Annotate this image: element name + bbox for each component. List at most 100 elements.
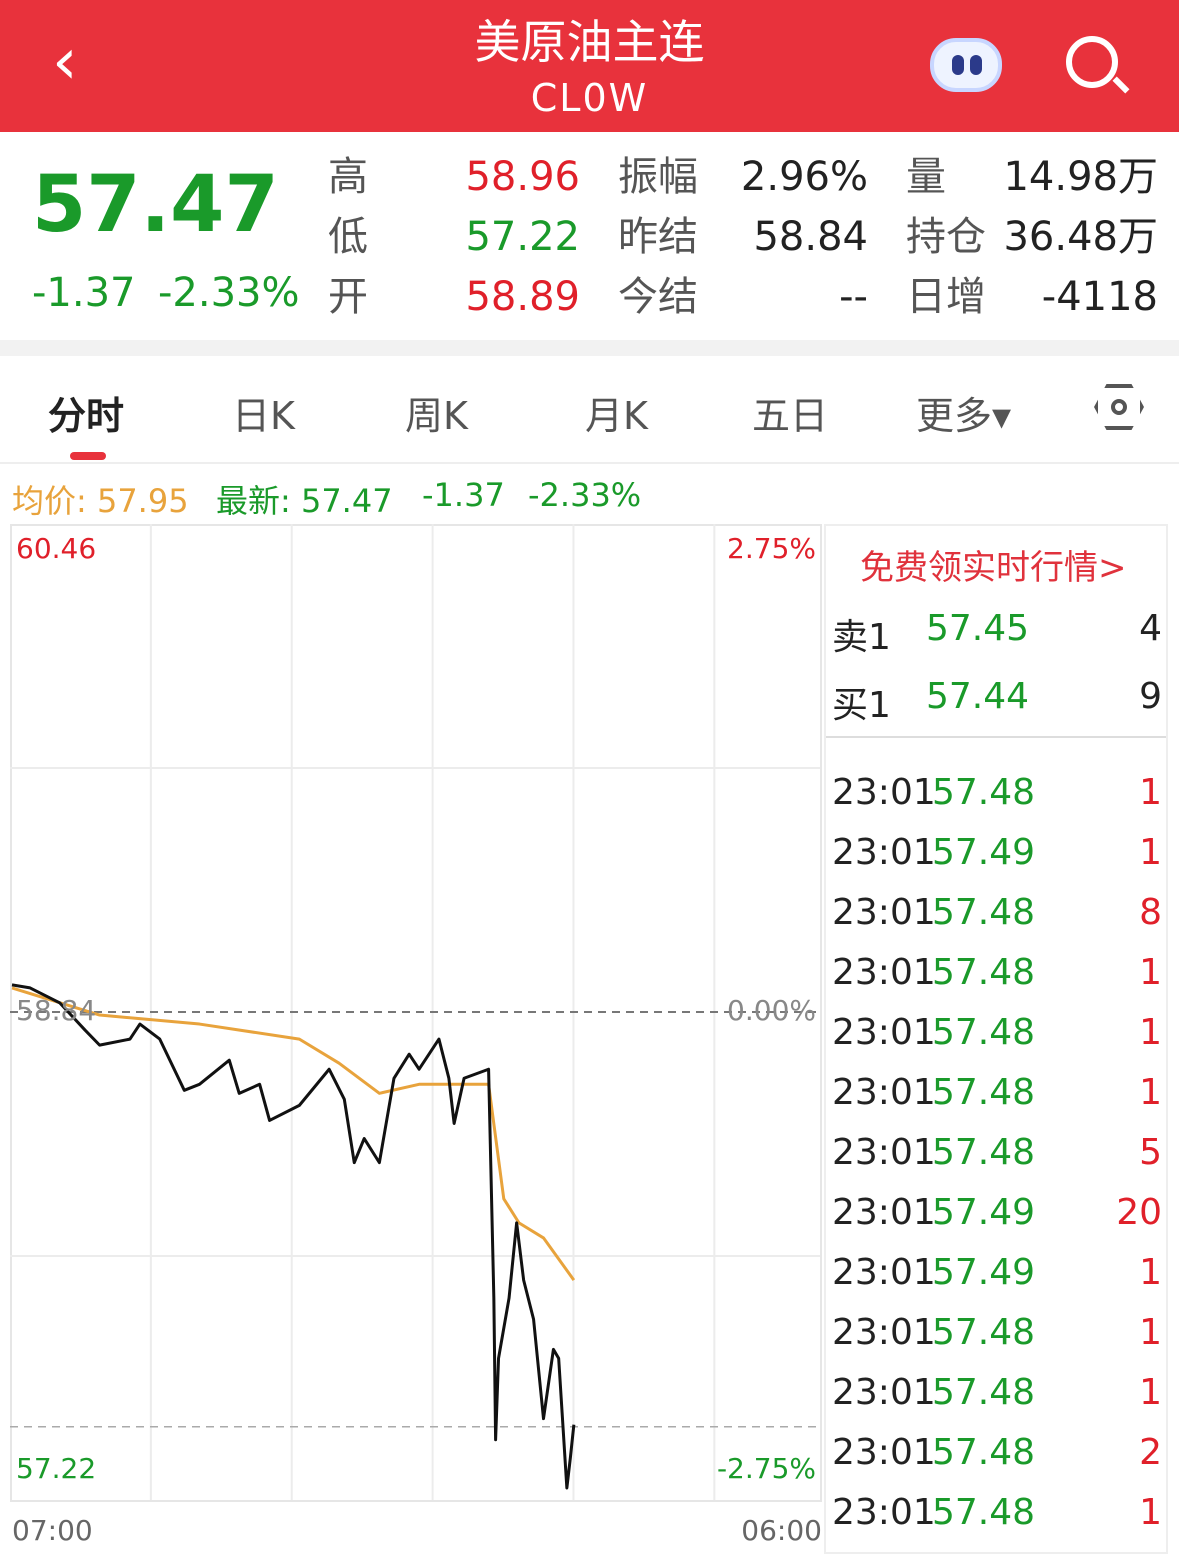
latest-price: 最新: 57.47 bbox=[216, 482, 393, 520]
tab-0[interactable]: 分时 bbox=[48, 394, 125, 438]
quote-field-value: 2.96% bbox=[740, 154, 868, 200]
avg-price-line bbox=[11, 986, 576, 1281]
tick-volume: 5 bbox=[1139, 1132, 1162, 1173]
header: ‹ 美原油主连 CL0W bbox=[0, 0, 1179, 132]
tick-row: 23:01 57.48 5 bbox=[832, 1132, 1162, 1192]
quote-field-label: 低 bbox=[328, 214, 368, 260]
quote-field-value: -- bbox=[839, 274, 868, 320]
price-change: -1.37 bbox=[32, 270, 136, 316]
tick-time: 23:01 bbox=[832, 1192, 936, 1233]
tick-volume: 8 bbox=[1139, 892, 1162, 933]
divider bbox=[826, 736, 1166, 738]
tick-price: 57.48 bbox=[932, 1132, 1036, 1173]
tick-time: 23:01 bbox=[832, 832, 936, 873]
tick-price: 57.48 bbox=[932, 1072, 1036, 1113]
tick-row: 23:01 57.49 1 bbox=[832, 1252, 1162, 1312]
quote-field-value: 14.98万 bbox=[1003, 154, 1158, 200]
quote-field-value: 36.48万 bbox=[1003, 214, 1158, 260]
realtime-promo-link[interactable]: 免费领实时行情> bbox=[860, 548, 1127, 588]
bid-label: 买1 bbox=[832, 685, 891, 726]
ask-price: 57.45 bbox=[926, 608, 1030, 649]
tick-row: 23:01 57.48 1 bbox=[832, 1012, 1162, 1072]
tick-row: 23:01 57.48 1 bbox=[832, 1492, 1162, 1552]
tick-row: 23:01 57.48 1 bbox=[832, 1372, 1162, 1432]
tick-price: 57.49 bbox=[932, 1192, 1036, 1233]
tab-3[interactable]: 月K bbox=[585, 394, 648, 438]
bid-row: 买1 57.44 9 bbox=[832, 676, 1162, 736]
tick-time: 23:01 bbox=[832, 1312, 936, 1353]
tick-row: 23:01 57.49 1 bbox=[832, 832, 1162, 892]
tick-price: 57.48 bbox=[932, 1432, 1036, 1473]
latest-change-pct: -2.33% bbox=[528, 476, 642, 514]
ask-row: 卖1 57.45 4 bbox=[832, 608, 1162, 668]
pct-label-bottom: -2.75% bbox=[717, 1452, 816, 1485]
quote-field-value: -4118 bbox=[1041, 274, 1158, 320]
price-change-pct: -2.33% bbox=[158, 270, 300, 316]
tab-5[interactable]: 更多▾ bbox=[916, 394, 1012, 438]
tick-row: 23:01 57.48 1 bbox=[832, 1072, 1162, 1132]
tick-time: 23:01 bbox=[832, 1072, 936, 1113]
robot-assistant-icon[interactable] bbox=[930, 38, 1002, 92]
tab-2[interactable]: 周K bbox=[405, 394, 468, 438]
order-book-panel: 免费领实时行情> 卖1 57.45 4 买1 57.44 9 23:01 57.48 1 23… bbox=[824, 524, 1168, 1554]
tick-time: 23:01 bbox=[832, 1132, 936, 1173]
tick-row: 23:01 57.48 1 bbox=[832, 952, 1162, 1012]
tab-1[interactable]: 日K bbox=[232, 394, 295, 438]
tick-time: 23:01 bbox=[832, 892, 936, 933]
quote-field-label: 振幅 bbox=[618, 154, 698, 200]
tick-volume: 1 bbox=[1139, 1372, 1162, 1413]
tick-price: 57.48 bbox=[932, 772, 1036, 813]
quote-field-label: 昨结 bbox=[618, 214, 698, 260]
tick-volume: 1 bbox=[1139, 952, 1162, 993]
tick-time: 23:01 bbox=[832, 952, 936, 993]
tick-time: 23:01 bbox=[832, 1372, 936, 1413]
quote-field-value: 58.89 bbox=[465, 274, 580, 320]
tick-time: 23:01 bbox=[832, 772, 936, 813]
tick-time: 23:01 bbox=[832, 1432, 936, 1473]
pct-label-mid: 0.00% bbox=[727, 994, 816, 1027]
divider bbox=[0, 462, 1179, 464]
tick-row: 23:01 57.49 20 bbox=[832, 1192, 1162, 1252]
ask-label: 卖1 bbox=[832, 617, 891, 658]
tick-volume: 2 bbox=[1139, 1432, 1162, 1473]
tick-row: 23:01 57.48 1 bbox=[832, 1312, 1162, 1372]
tick-price: 57.48 bbox=[932, 1012, 1036, 1053]
price-line bbox=[11, 983, 576, 1490]
quote-field-value: 58.84 bbox=[753, 214, 868, 260]
tick-time: 23:01 bbox=[832, 1252, 936, 1293]
x-label-end: 06:00 bbox=[741, 1514, 822, 1547]
quote-field-label: 日增 bbox=[906, 274, 986, 320]
pct-label-top: 2.75% bbox=[727, 532, 816, 565]
settings-icon[interactable] bbox=[1094, 384, 1144, 430]
tick-volume: 20 bbox=[1116, 1192, 1162, 1233]
y-label-mid: 58.84 bbox=[16, 994, 96, 1027]
tick-price: 57.48 bbox=[932, 952, 1036, 993]
tick-row: 23:01 57.48 2 bbox=[832, 1432, 1162, 1492]
bid-price: 57.44 bbox=[926, 676, 1030, 717]
tick-volume: 1 bbox=[1139, 832, 1162, 873]
active-tab-indicator bbox=[70, 452, 106, 460]
tick-price: 57.48 bbox=[932, 1492, 1036, 1533]
tick-price: 57.49 bbox=[932, 832, 1036, 873]
search-icon[interactable] bbox=[1066, 36, 1118, 88]
tick-time: 23:01 bbox=[832, 1012, 936, 1053]
x-label-start: 07:00 bbox=[12, 1514, 93, 1547]
back-icon[interactable]: ‹ bbox=[52, 25, 78, 99]
tick-row: 23:01 57.48 8 bbox=[832, 892, 1162, 952]
tab-4[interactable]: 五日 bbox=[752, 394, 829, 438]
quote-field-value: 58.96 bbox=[465, 154, 580, 200]
tick-volume: 1 bbox=[1139, 1072, 1162, 1113]
tick-volume: 1 bbox=[1139, 772, 1162, 813]
y-label-bottom: 57.22 bbox=[16, 1452, 96, 1485]
intraday-chart[interactable]: 60.46 58.84 57.22 2.75% 0.00% -2.75% 07:00 06:0… bbox=[10, 524, 822, 1554]
last-price: 57.47 bbox=[32, 160, 279, 250]
tick-volume: 1 bbox=[1139, 1012, 1162, 1053]
quote-field-label: 今结 bbox=[618, 274, 698, 320]
quote-field-label: 开 bbox=[328, 274, 368, 320]
bid-volume: 9 bbox=[1139, 676, 1162, 717]
tick-volume: 1 bbox=[1139, 1252, 1162, 1293]
divider bbox=[0, 340, 1179, 356]
tick-row: 23:01 57.48 1 bbox=[832, 772, 1162, 832]
tick-price: 57.48 bbox=[932, 1312, 1036, 1353]
tick-price: 57.49 bbox=[932, 1252, 1036, 1293]
